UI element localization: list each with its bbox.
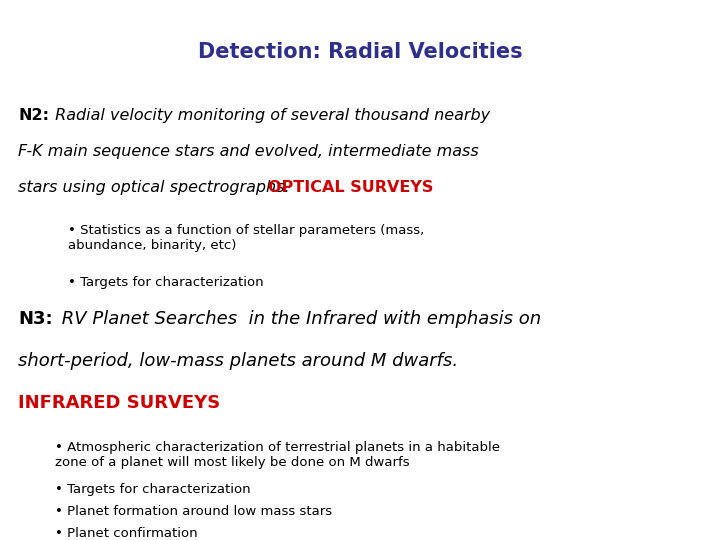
Text: • Planet confirmation: • Planet confirmation (55, 527, 197, 540)
Text: short-period, low-mass planets around M dwarfs.: short-period, low-mass planets around M … (18, 352, 458, 370)
Text: N2:: N2: (18, 108, 49, 123)
Text: INFRARED SURVEYS: INFRARED SURVEYS (18, 394, 220, 412)
Text: Radial velocity monitoring of several thousand nearby: Radial velocity monitoring of several th… (50, 108, 490, 123)
Text: • Statistics as a function of stellar parameters (mass,
abundance, binarity, etc: • Statistics as a function of stellar pa… (68, 224, 424, 252)
Text: • Targets for characterization: • Targets for characterization (55, 483, 251, 496)
Text: stars using optical spectrographs.: stars using optical spectrographs. (18, 180, 294, 195)
Text: • Atmospheric characterization of terrestrial planets in a habitable
zone of a p: • Atmospheric characterization of terres… (55, 441, 500, 469)
Text: • Targets for characterization: • Targets for characterization (68, 276, 264, 289)
Text: OPTICAL SURVEYS: OPTICAL SURVEYS (268, 180, 433, 195)
Text: F-K main sequence stars and evolved, intermediate mass: F-K main sequence stars and evolved, int… (18, 144, 479, 159)
Text: • Planet formation around low mass stars: • Planet formation around low mass stars (55, 505, 332, 518)
Text: Detection: Radial Velocities: Detection: Radial Velocities (198, 42, 522, 62)
Text: RV Planet Searches  in the Infrared with emphasis on: RV Planet Searches in the Infrared with … (56, 310, 541, 328)
Text: N3:: N3: (18, 310, 53, 328)
